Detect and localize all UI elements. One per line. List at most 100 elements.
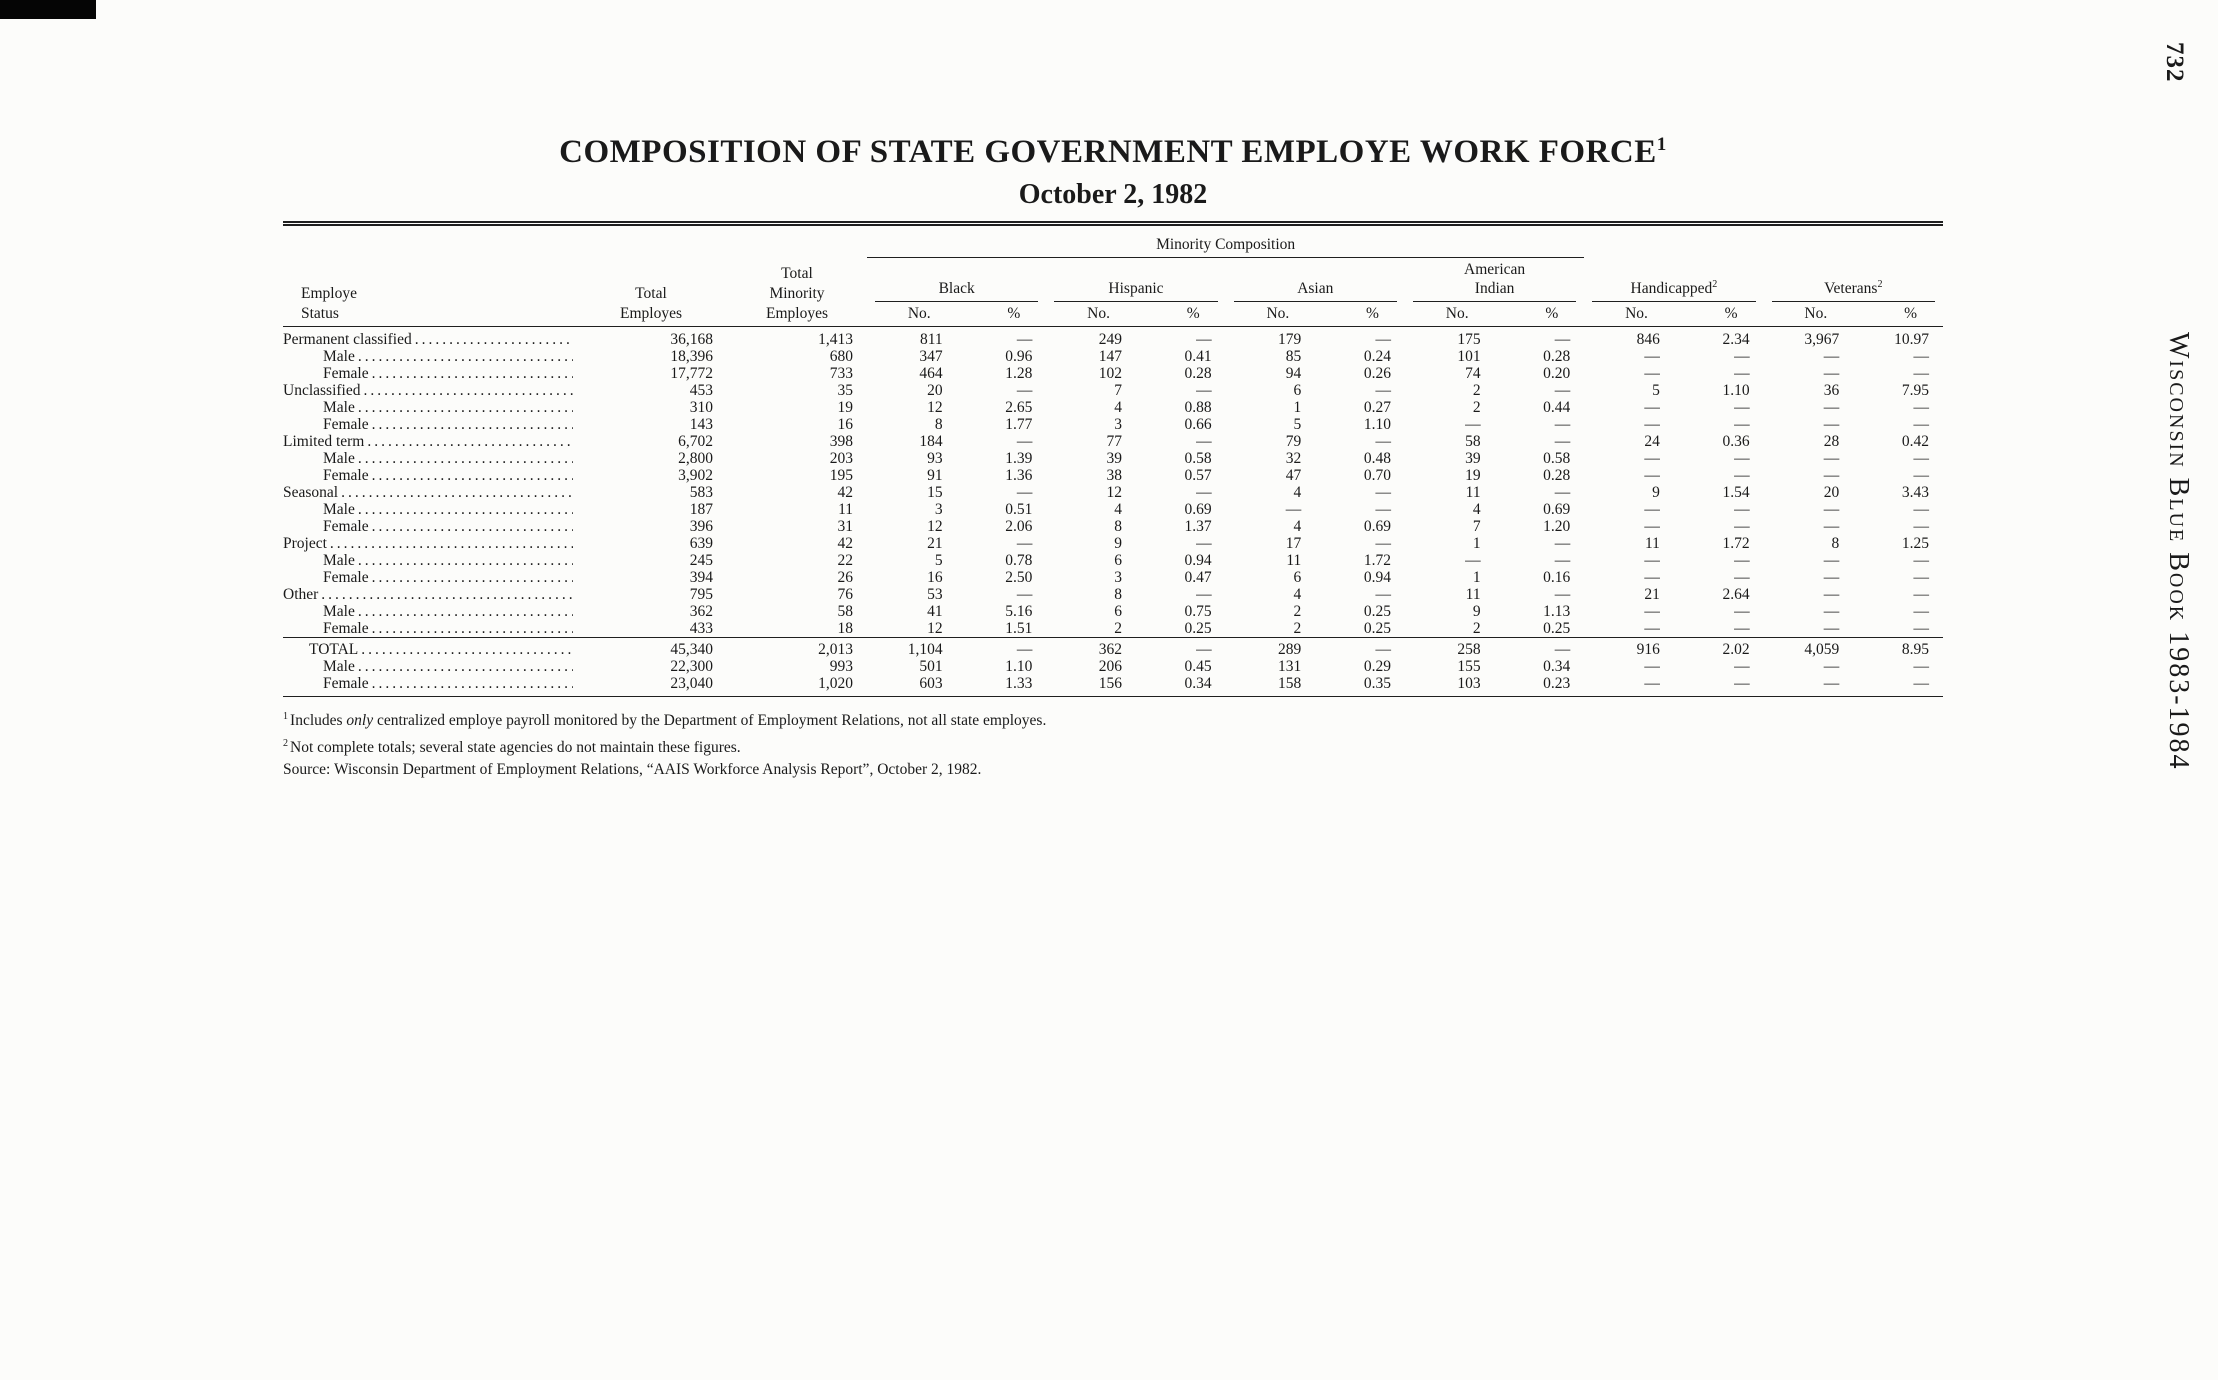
cell-value: 0.70 (1363, 467, 1391, 485)
cell-value: 156 (1046, 675, 1136, 698)
table-row: Seasonal 583 42 15 — 12 — 4 — 11 — 9 1.54 20 3.43 (283, 484, 1943, 501)
cell-value: 1.72 (1722, 535, 1750, 553)
cell-value: 45,340 (575, 637, 727, 659)
row-label-text: Female (323, 365, 369, 383)
cell-value: — (956, 637, 1047, 659)
cell-value: 11 (1465, 586, 1481, 604)
cell-value: — (1823, 399, 1840, 417)
workforce-table-wrap: Employe Status Total Employes Total Minorit… (283, 221, 1943, 781)
cell-value: 0.58 (1184, 450, 1212, 468)
cell-value: 184 (919, 433, 943, 451)
cell-value: 7 (1472, 518, 1481, 536)
cell-value: — (1554, 484, 1571, 502)
cell-value: 36,168 (670, 331, 713, 349)
table-row: Project 639 42 21 — 9 — 17 — 1 — 11 1.72 8 1.25 (283, 535, 1943, 552)
table-row-total: TOTAL45,3402,0131,104—362—289—258—9162.0… (283, 637, 1943, 659)
row-label: Female (283, 675, 575, 698)
cell-value: — (1016, 484, 1033, 502)
cell-value: 1 (1472, 569, 1481, 587)
cell-value: 0.42 (1901, 433, 1929, 451)
cell-value: 0.57 (1184, 467, 1212, 485)
row-label: Unclassified (283, 382, 575, 399)
cell-value: 93 (927, 450, 943, 468)
cell-value: 0.28 (1543, 348, 1571, 366)
cell-value: 453 (689, 382, 713, 400)
cell-value: — (1734, 518, 1750, 536)
cell-value: 1.72 (1363, 552, 1391, 570)
source-line: Source: Wisconsin Department of Employme… (283, 760, 982, 778)
cell-value: 258 (1404, 637, 1495, 659)
page-title-text: COMPOSITION OF STATE GOVERNMENT EMPLOYE … (559, 134, 1657, 170)
cell-value: 639 (689, 535, 713, 553)
cell-value: 6 (1114, 603, 1122, 621)
cell-value: 42 (837, 484, 854, 502)
cell-value: — (1196, 484, 1212, 502)
cell-value: — (1734, 569, 1750, 587)
cell-value: 1.10 (1722, 382, 1750, 400)
cell-value: 4 (1293, 586, 1302, 604)
row-label-text: TOTAL (309, 641, 359, 659)
cell-value: 2.06 (1005, 518, 1033, 536)
cell-value: 7.95 (1901, 382, 1929, 400)
row-label-text: Male (323, 658, 355, 676)
leader-dots (330, 535, 573, 552)
cell-value: — (1913, 348, 1930, 366)
leader-dots (363, 382, 573, 399)
cell-value: 195 (829, 467, 853, 485)
cell-value: 0.25 (1184, 620, 1212, 638)
cell-value: 2 (1293, 620, 1302, 638)
cell-value: 3.43 (1901, 484, 1929, 502)
cell-value: 916 (1584, 637, 1674, 659)
col-subheader-no: No. (1046, 301, 1136, 328)
cell-value: — (1823, 518, 1840, 536)
cell-value: 2 (1472, 382, 1481, 400)
table-row: Male 362 58 41 5.16 6 0.75 2 0.25 9 1.13 — — — — (283, 603, 1943, 620)
cell-value: — (1823, 501, 1840, 519)
leader-dots (358, 348, 573, 365)
cell-value: 846 (1636, 331, 1660, 349)
cell-value: — (1644, 399, 1660, 417)
cell-value: 10.97 (1894, 331, 1929, 349)
cell-value: — (1734, 416, 1750, 434)
cell-value: 187 (689, 501, 713, 519)
header-row-span: Employe Status Total Employes Total Minorit… (283, 226, 1943, 328)
cell-value: — (1734, 552, 1750, 570)
cell-value: 147 (1098, 348, 1122, 366)
cell-value: 42 (837, 535, 854, 553)
cell-value: 39 (1465, 450, 1481, 468)
cell-value: 38 (1106, 467, 1122, 485)
cell-value: 1.25 (1901, 535, 1929, 553)
cell-value: — (1913, 365, 1930, 383)
workforce-table: Employe Status Total Employes Total Minorit… (283, 226, 1943, 698)
cell-value: 0.35 (1315, 675, 1405, 698)
cell-value: — (1644, 518, 1660, 536)
cell-value: 22,300 (670, 658, 713, 676)
cell-value: 4 (1114, 501, 1122, 519)
cell-value: 11 (1286, 552, 1302, 570)
cell-value: 19 (837, 399, 854, 417)
cell-value: — (1196, 586, 1212, 604)
cell-value: 31 (837, 518, 854, 536)
row-label-text: Seasonal (283, 484, 339, 502)
cell-value: 143 (689, 416, 713, 434)
cell-value: — (1734, 620, 1750, 638)
cell-value: — (1763, 675, 1854, 698)
cell-value: — (1016, 433, 1033, 451)
row-label-text: Male (323, 399, 355, 417)
table-row: Unclassified 453 35 20 — 7 — 6 — 2 — 5 1.10 36 7.95 (283, 382, 1943, 399)
cell-value: 0.78 (1005, 552, 1033, 570)
page-number: 732 (2161, 42, 2188, 83)
cell-value: 3,902 (678, 467, 713, 485)
cell-value: 0.25 (1543, 620, 1571, 638)
cell-value: 0.27 (1363, 399, 1391, 417)
table-row: Male 187 11 3 0.51 4 0.69 — — 4 0.69 — — — — (283, 501, 1943, 518)
header-spacer (1584, 226, 1943, 257)
row-label-text: Male (323, 348, 355, 366)
cell-value: — (1823, 416, 1840, 434)
row-label-text: Female (323, 569, 369, 587)
cell-value: 5 (1652, 382, 1660, 400)
cell-value: 1.36 (1005, 467, 1033, 485)
cell-value: 12 (1106, 484, 1122, 502)
row-label: Male (283, 501, 575, 518)
cell-value: — (1913, 658, 1930, 676)
